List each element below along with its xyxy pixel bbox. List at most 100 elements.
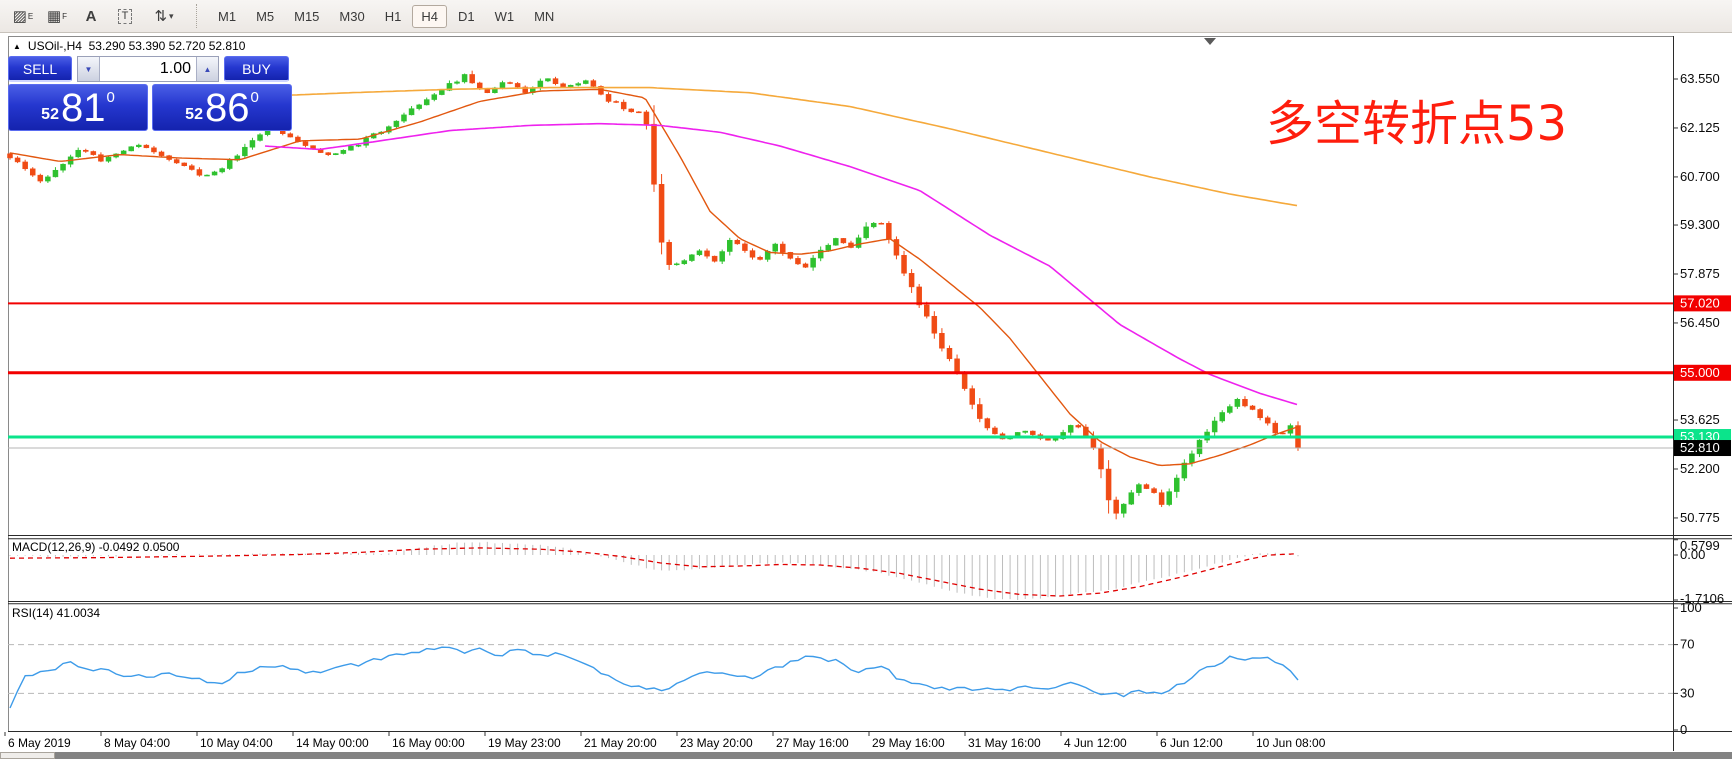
scrollbar-track[interactable]: [55, 752, 1732, 759]
candle: [1030, 430, 1036, 435]
candle: [795, 258, 801, 265]
candle: [189, 165, 195, 170]
candle: [431, 94, 438, 100]
scrollbar-thumb[interactable]: [0, 752, 55, 759]
candle: [204, 174, 210, 177]
candle: [681, 260, 688, 265]
price-axis-label: 57.875: [1680, 266, 1720, 281]
candle: [333, 153, 339, 155]
candle: [673, 263, 680, 266]
time-axis-label: 4 Jun 12:00: [1064, 736, 1127, 750]
candle: [825, 244, 832, 251]
price-axis-label: 52.200: [1680, 461, 1720, 476]
candle: [45, 176, 51, 182]
price-axis-label: 62.125: [1680, 120, 1720, 135]
volume-increase-button[interactable]: ▲: [196, 57, 218, 81]
candle: [522, 86, 528, 93]
time-axis-label: 23 May 20:00: [680, 736, 753, 750]
candle: [613, 101, 619, 103]
candle: [1189, 453, 1195, 464]
candle: [37, 174, 44, 182]
candle: [173, 159, 180, 164]
candle: [1128, 492, 1135, 505]
candle: [886, 223, 892, 240]
macd-axis-label: -1.7106: [1680, 591, 1724, 606]
timeframe-button-W1[interactable]: W1: [494, 8, 515, 24]
time-axis-label: 31 May 16:00: [968, 736, 1041, 750]
timeframe-button-H1[interactable]: H1: [384, 8, 402, 24]
volume-decrease-button[interactable]: ▼: [78, 57, 100, 81]
channel-tool-icon[interactable]: ▨ E: [12, 8, 34, 25]
volume-input[interactable]: [100, 57, 196, 81]
text-tool-icon[interactable]: A: [85, 7, 97, 25]
candle: [1257, 409, 1263, 418]
candle: [939, 333, 945, 349]
candle: [401, 114, 407, 122]
candle: [196, 169, 203, 176]
candle: [1075, 425, 1082, 428]
candle: [14, 157, 21, 163]
candle: [840, 238, 847, 244]
candle: [878, 222, 885, 225]
candle: [83, 149, 89, 152]
text-label-tool-icon[interactable]: T: [110, 3, 140, 29]
rsi-axis-label: 70: [1680, 637, 1694, 652]
timeframe-button-M15[interactable]: M15: [294, 8, 320, 24]
candle: [90, 151, 97, 155]
sell-price-button[interactable]: 52 81 0: [8, 84, 148, 131]
fibonacci-tool-icon[interactable]: ▦ F: [46, 8, 68, 25]
price-marker-label: 57.020: [1680, 295, 1720, 310]
buy-price-button[interactable]: 52 86 0: [152, 84, 292, 131]
candle: [226, 160, 233, 169]
candle: [689, 254, 695, 261]
candle: [416, 104, 422, 109]
sell-button[interactable]: SELL: [8, 56, 72, 82]
candle: [643, 111, 650, 125]
candle: [931, 315, 938, 334]
timeframe-button-H4[interactable]: H4: [412, 4, 447, 28]
timeframe-button-MN[interactable]: MN: [534, 8, 555, 24]
candle: [1067, 425, 1074, 433]
macd-axis-label: 0.00: [1680, 547, 1705, 562]
candle: [1105, 468, 1112, 501]
buy-button[interactable]: BUY: [224, 56, 289, 82]
arrow-tools-icon[interactable]: ⇅ ▾: [154, 8, 174, 25]
candle: [7, 153, 13, 159]
candle: [651, 123, 657, 185]
price-axis-label: 56.450: [1680, 315, 1720, 330]
candle: [772, 243, 778, 252]
timeframe-button-group: M1 M5 M15 M30 H1 H4 D1 W1 MN: [209, 4, 563, 28]
candle: [348, 145, 354, 151]
toolbar: ▨ E ▦ F A T ⇅ ▾ M1 M5 M15 M30 H1 H4 D1 W1 MN: [0, 0, 1732, 33]
candle: [136, 144, 142, 147]
symbol-expander-icon[interactable]: ▲: [13, 41, 21, 51]
candle: [583, 80, 589, 84]
candle: [98, 154, 104, 162]
candle: [636, 111, 642, 114]
timeframe-button-M1[interactable]: M1: [218, 8, 237, 24]
candle: [696, 250, 703, 256]
candle: [560, 83, 566, 88]
timeframe-button-D1[interactable]: D1: [457, 8, 475, 24]
candle: [469, 74, 475, 84]
candle: [969, 388, 975, 405]
horizontal-scrollbar[interactable]: [0, 752, 1732, 759]
candle: [704, 250, 710, 257]
candle: [961, 372, 968, 389]
candle: [984, 418, 991, 429]
candle: [128, 146, 134, 152]
time-axis-label: 6 Jun 12:00: [1160, 736, 1223, 750]
candle: [1143, 484, 1150, 489]
time-axis-label: 29 May 16:00: [872, 736, 945, 750]
candle: [151, 147, 157, 153]
candle: [1120, 503, 1127, 514]
time-axis-label: 14 May 00:00: [296, 736, 369, 750]
timeframe-button-M5[interactable]: M5: [256, 8, 275, 24]
candle: [605, 94, 612, 102]
candle: [1227, 406, 1233, 413]
rsi-axis-label: 0: [1680, 722, 1687, 737]
timeframe-button-M30[interactable]: M30: [339, 8, 365, 24]
price-axis-label: 63.550: [1680, 71, 1720, 86]
